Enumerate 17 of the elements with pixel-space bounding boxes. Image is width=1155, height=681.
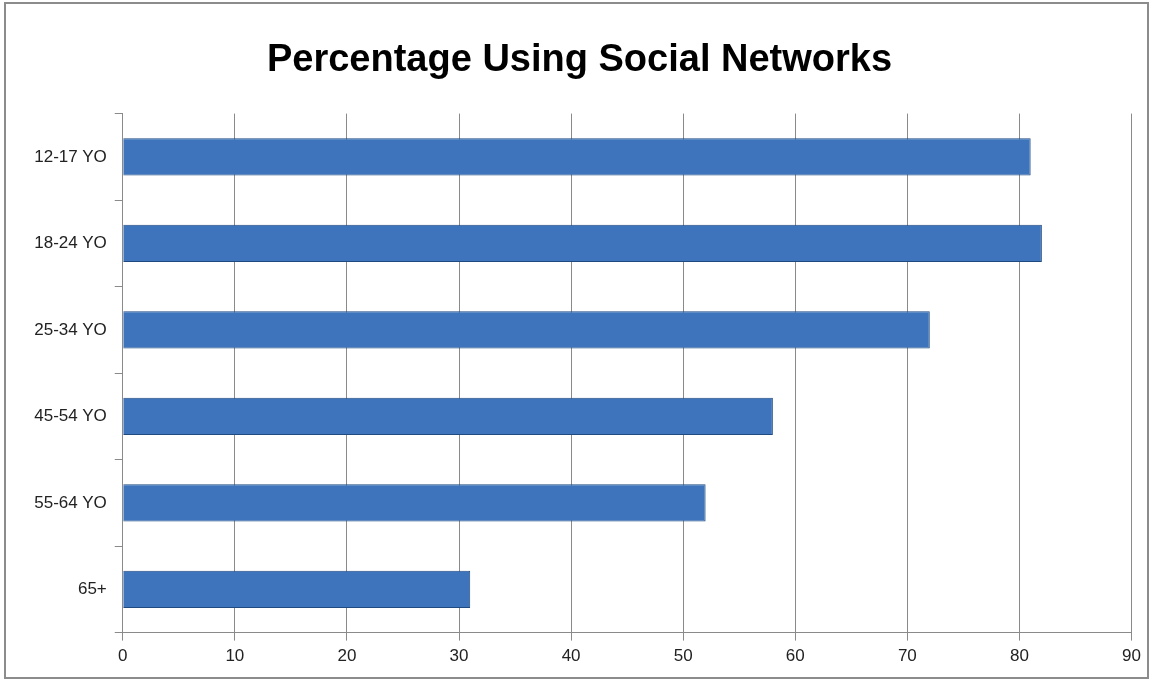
y-tick-label: 55-64 YO: [34, 492, 107, 512]
x-tick-label: 60: [785, 646, 805, 666]
x-tick-label: 20: [337, 646, 357, 666]
x-tick-label: 40: [561, 646, 581, 666]
x-tick-label: 70: [897, 646, 917, 666]
x-tick-label: 50: [673, 646, 693, 666]
y-tick-label: 12-17 YO: [34, 146, 107, 166]
x-tick-label: 80: [1010, 646, 1029, 666]
y-tick-label: 65+: [77, 579, 107, 599]
y-tick-label: 25-34 YO: [34, 319, 107, 339]
y-tick-label: 45-54 YO: [34, 406, 107, 426]
x-tick-label: 0: [118, 646, 128, 666]
chart-title: Percentage Using Social Networks: [266, 37, 893, 80]
x-tick-label: 10: [225, 646, 245, 666]
x-tick-label: 90: [1122, 646, 1142, 666]
y-tick-label: 18-24 YO: [34, 233, 107, 253]
x-tick-label: 30: [449, 646, 469, 666]
